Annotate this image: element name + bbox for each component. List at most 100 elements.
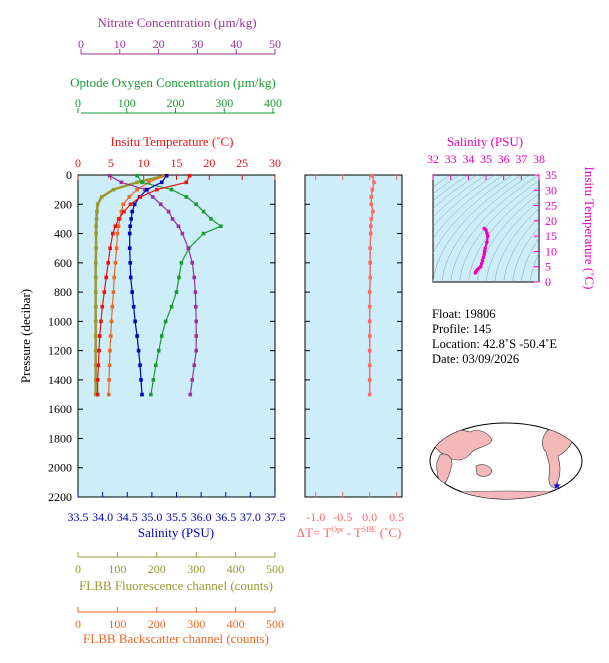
oxygen-point	[201, 231, 206, 236]
backscatter-point	[112, 275, 117, 280]
fluorescence-axis: 0 100 200 300 400 500 FLBB Fluorescence chann…	[75, 552, 284, 593]
delta-point	[368, 261, 373, 265]
ts-salinity-tick-label: 35	[480, 152, 492, 166]
oxygen-point	[201, 209, 206, 214]
pressure-tick-label: 1800	[48, 431, 72, 445]
salinity-point	[128, 275, 133, 280]
salinity-point	[140, 392, 144, 397]
ts-point	[478, 264, 483, 269]
oxygen-point	[169, 187, 174, 192]
pressure-tick-label: 600	[54, 256, 72, 270]
delta-tick-label: -0.5	[333, 510, 352, 524]
backscatter-tick-label: 100	[108, 617, 126, 631]
salinity-point	[131, 304, 136, 309]
isopycnal-line	[529, 252, 539, 282]
oxygen-point	[156, 348, 161, 353]
nitrate-tick-label: 30	[191, 37, 203, 51]
oxygen-axis: Optode Oxygen Concentration (µm/kg) 0 100…	[70, 75, 282, 114]
backscatter-point	[135, 187, 139, 192]
backscatter-point	[109, 319, 114, 324]
oxygen-point	[184, 195, 189, 199]
ts-salinity-tick-label: 37	[515, 152, 527, 166]
isopycnal-line	[494, 208, 539, 282]
ts-salinity-tick-label: 32	[427, 152, 439, 166]
temperature-point	[95, 392, 100, 397]
backscatter-axis: 0 100 200 300 400 500 FLBB Backscatter channe…	[75, 607, 284, 646]
nitrate-point	[151, 195, 155, 199]
nitrate-point	[176, 224, 181, 229]
temperature-point	[128, 202, 133, 207]
backscatter-point	[116, 224, 121, 229]
salinity-tick-label: 34.5	[117, 510, 138, 524]
oxygen-point	[163, 319, 168, 324]
nitrate-point	[193, 290, 198, 294]
nitrate-point	[119, 180, 124, 185]
salinity-point	[127, 231, 132, 236]
temperature-point	[95, 378, 100, 382]
nitrate-tick-label: 20	[153, 37, 165, 51]
delta-tick-label: 0.5	[389, 510, 404, 524]
ts-point	[485, 231, 489, 235]
ts-temperature-tick-label: 35	[545, 168, 557, 182]
delta-point	[368, 231, 373, 236]
fluorescence-tick-label: 200	[148, 562, 166, 576]
temperature-point	[108, 246, 112, 250]
fluorescence-point	[135, 180, 139, 185]
pressure-tick-label: 1400	[48, 373, 72, 387]
ts-temperature-tick-label: 5	[545, 260, 551, 274]
temperature-tick-label: 15	[171, 156, 183, 170]
africa-land	[436, 453, 453, 487]
salinity-point	[128, 224, 133, 229]
backscatter-point	[107, 378, 111, 382]
ts-temperature-axis-title: Insitu Temperature (˚C)	[582, 166, 597, 289]
profile-number: Profile: 145	[432, 322, 491, 336]
oxygen-tick-label: 100	[118, 96, 136, 110]
ts-salinity-tick-label: 36	[498, 152, 510, 166]
fluorescence-point	[94, 224, 98, 229]
delta-point	[372, 180, 376, 185]
delta-point	[367, 348, 372, 353]
delta-point	[367, 378, 372, 382]
backscatter-tick-label: 0	[75, 617, 81, 631]
temperature-point	[99, 319, 103, 324]
ts-temperature-tick-label: 30	[545, 183, 557, 197]
salinity-point	[145, 187, 149, 192]
nitrate-series	[107, 173, 198, 397]
delta-plot-area	[304, 174, 403, 498]
delta-point	[367, 392, 372, 397]
temperature-point	[138, 195, 143, 199]
fluorescence-axis-title: FLBB Fluorescence channel (counts)	[79, 578, 273, 593]
salinity-tick-label: 37.0	[240, 510, 261, 524]
isopycnal-line	[433, 175, 460, 195]
backscatter-point	[127, 195, 132, 199]
backscatter-point	[108, 348, 112, 353]
pressure-tick-label: 200	[54, 197, 72, 211]
oxygen-point	[169, 304, 174, 309]
oxygen-tick-label: 200	[167, 96, 185, 110]
pressure-tick-label: 1200	[48, 344, 72, 358]
oxygen-tick-label: 300	[215, 96, 233, 110]
oxygen-tick-label: 400	[264, 96, 282, 110]
nitrate-point	[186, 246, 191, 250]
isopycnal-line	[433, 175, 504, 239]
backscatter-tick-label: 500	[266, 617, 284, 631]
nitrate-point	[194, 334, 198, 338]
salinity-point	[133, 319, 137, 324]
salinity-point	[130, 290, 134, 294]
temperature-point	[97, 348, 101, 353]
fluorescence-point	[94, 246, 98, 250]
isopycnal-line	[485, 200, 539, 282]
nitrate-tick-label: 50	[269, 37, 281, 51]
temperature-point	[113, 224, 118, 229]
temperature-tick-label: 0	[75, 156, 81, 170]
isopycnal-line	[433, 175, 487, 218]
delta-point	[369, 202, 374, 207]
delta-point	[368, 246, 373, 250]
delta-point	[367, 290, 372, 294]
salinity-point	[135, 334, 139, 338]
ts-temperature-tick-label: 10	[545, 244, 557, 258]
ts-temperature-tick-label: 0	[545, 275, 551, 289]
temperature-point	[184, 180, 189, 185]
isopycnal-line	[433, 175, 513, 254]
isopycnal-line	[441, 175, 531, 282]
